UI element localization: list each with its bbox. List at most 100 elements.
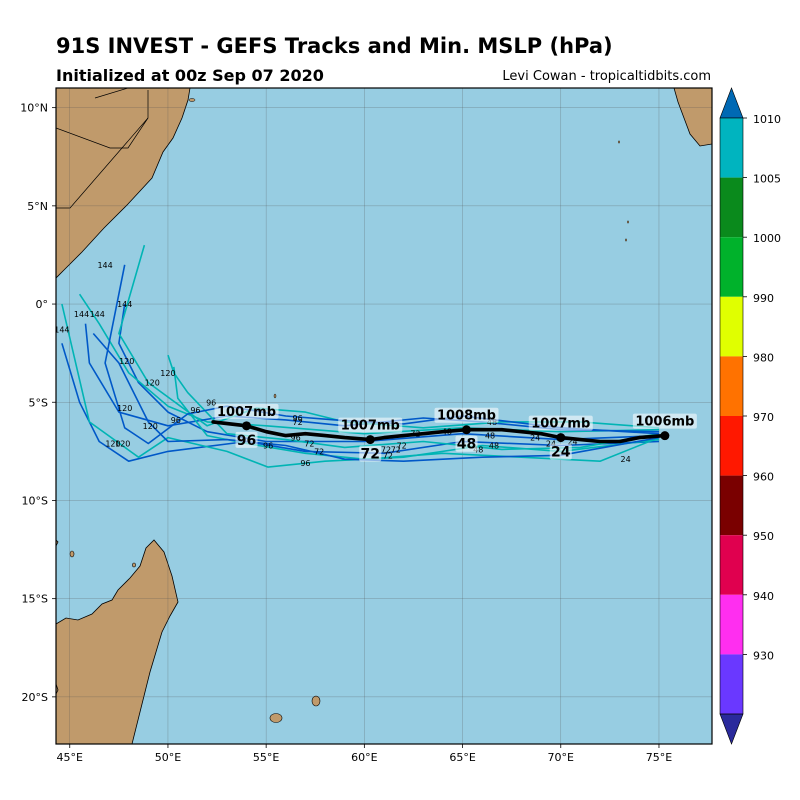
colorbar-tick-label: 1000 bbox=[753, 232, 781, 245]
hour-label: 120 bbox=[119, 357, 134, 366]
pressure-label: 1007mb bbox=[217, 405, 276, 420]
hour-label: 144 bbox=[117, 300, 132, 309]
colorbar-top-arrow bbox=[719, 87, 744, 119]
island-seychelles bbox=[273, 393, 277, 399]
hour-label: 96 bbox=[171, 416, 181, 425]
x-tick-label: 60°E bbox=[351, 751, 377, 764]
track-point bbox=[461, 425, 471, 435]
land-africa-horn bbox=[56, 88, 191, 279]
hour-label-bg bbox=[455, 435, 478, 452]
hour-label: 96 bbox=[292, 414, 302, 423]
forecast-hour-label: 48 bbox=[457, 437, 476, 453]
colorbar-segment bbox=[720, 356, 743, 416]
hour-label: 48 bbox=[489, 441, 499, 450]
colorbar-segment bbox=[720, 296, 743, 357]
colorbar-tick-label: 990 bbox=[753, 292, 774, 305]
hour-label: 96 bbox=[300, 459, 310, 468]
colorbar-tick-label: 980 bbox=[753, 351, 774, 364]
country-border bbox=[56, 90, 149, 209]
island-mayotte bbox=[132, 562, 136, 568]
colorbar-segment bbox=[720, 177, 743, 238]
colorbar-segment bbox=[720, 535, 743, 595]
colorbar-segment bbox=[720, 475, 743, 536]
track-annotations: 1006mb 1007mb 24 1008mb 48 1007mb 72 1007mb 96 bbox=[214, 403, 697, 463]
hour-label: 72 bbox=[381, 445, 391, 454]
colorbar-tick-label: 960 bbox=[753, 471, 774, 484]
colorbar-tick-label: 1010 bbox=[753, 113, 781, 126]
pressure-label: 1007mb bbox=[341, 419, 400, 434]
mb-label-bg bbox=[434, 407, 499, 423]
ensemble-track-line bbox=[61, 303, 660, 468]
hour-label: 72 bbox=[314, 447, 324, 456]
hour-label: 120 bbox=[160, 369, 175, 378]
hour-label-bg bbox=[235, 431, 258, 448]
hour-label: 144 bbox=[54, 326, 69, 335]
hour-label: 120 bbox=[145, 379, 160, 388]
hour-label: 120 bbox=[117, 404, 132, 413]
colorbar-tick-label: 930 bbox=[753, 649, 774, 662]
hour-label: 24 bbox=[530, 434, 540, 443]
hour-label-bg bbox=[549, 443, 572, 460]
ocean bbox=[56, 88, 712, 744]
country-border bbox=[56, 117, 149, 149]
y-tick-label: 20°S bbox=[22, 691, 48, 704]
hour-label: 120 bbox=[115, 439, 130, 448]
chart-title: 91S INVEST - GEFS Tracks and Min. MSLP (… bbox=[56, 34, 613, 58]
track-point bbox=[242, 421, 252, 431]
colorbar-segment bbox=[720, 416, 743, 476]
pressure-label: 1006mb bbox=[635, 415, 694, 430]
pressure-label: 1008mb bbox=[437, 409, 496, 424]
island-comoros bbox=[69, 550, 75, 558]
hour-label: 72 bbox=[292, 418, 302, 427]
colorbar-segment bbox=[720, 654, 743, 714]
pressure-label: 1007mb bbox=[531, 417, 590, 432]
island-maldives bbox=[618, 140, 621, 144]
forecast-hour-label: 24 bbox=[551, 445, 571, 461]
mb-label-bg bbox=[338, 417, 403, 433]
hour-label: 120 bbox=[105, 439, 120, 448]
hour-label: 24 bbox=[620, 455, 630, 464]
land-madagascar bbox=[56, 539, 179, 744]
chart-credit: Levi Cowan - tropicaltidbits.com bbox=[502, 69, 711, 84]
country-border bbox=[94, 88, 129, 99]
colorbar-segment bbox=[720, 237, 743, 297]
hour-label: 96 bbox=[263, 441, 273, 450]
hour-label: 96 bbox=[190, 406, 200, 415]
colorbar: 1010 1005 1000 990 980 970 960 950 940 930 bbox=[719, 87, 781, 745]
island-mauritius bbox=[311, 695, 321, 707]
hour-label: 96 bbox=[206, 398, 216, 407]
gridlines bbox=[56, 88, 712, 744]
colorbar-segment bbox=[720, 594, 743, 655]
mb-label-bg bbox=[214, 403, 279, 419]
island-reunion bbox=[269, 713, 283, 723]
colorbar-bottom-arrow bbox=[719, 713, 744, 745]
colorbar-tick-label: 940 bbox=[753, 590, 774, 603]
x-tick-label: 55°E bbox=[253, 751, 279, 764]
ensemble-mean-track bbox=[211, 420, 667, 444]
land-india bbox=[673, 88, 712, 147]
y-tick-label: 15°S bbox=[22, 593, 48, 606]
track-point bbox=[365, 435, 375, 445]
x-tick-label: 50°E bbox=[155, 751, 181, 764]
ensemble-track-line bbox=[118, 244, 660, 429]
y-tick-label: 10°N bbox=[20, 102, 48, 115]
hour-label: 48 bbox=[485, 432, 495, 441]
hour-label: 144 bbox=[74, 310, 89, 319]
forecast-hour-label: 96 bbox=[237, 433, 256, 449]
mean-track bbox=[211, 420, 667, 444]
island-socotra bbox=[188, 98, 196, 102]
x-tick-label: 70°E bbox=[548, 751, 574, 764]
x-tick-label: 45°E bbox=[57, 751, 83, 764]
map-frame bbox=[55, 87, 713, 745]
hour-label: 144 bbox=[90, 310, 105, 319]
colorbar-tick-label: 1005 bbox=[753, 173, 781, 186]
ensemble-track-line bbox=[84, 323, 660, 433]
hour-label: 120 bbox=[143, 422, 158, 431]
mb-label-bg bbox=[632, 413, 697, 429]
x-tick-label: 65°E bbox=[449, 751, 475, 764]
colorbar-tick-label: 970 bbox=[753, 411, 774, 424]
y-tick-label: 10°S bbox=[22, 494, 48, 507]
island-maldives bbox=[625, 238, 628, 242]
